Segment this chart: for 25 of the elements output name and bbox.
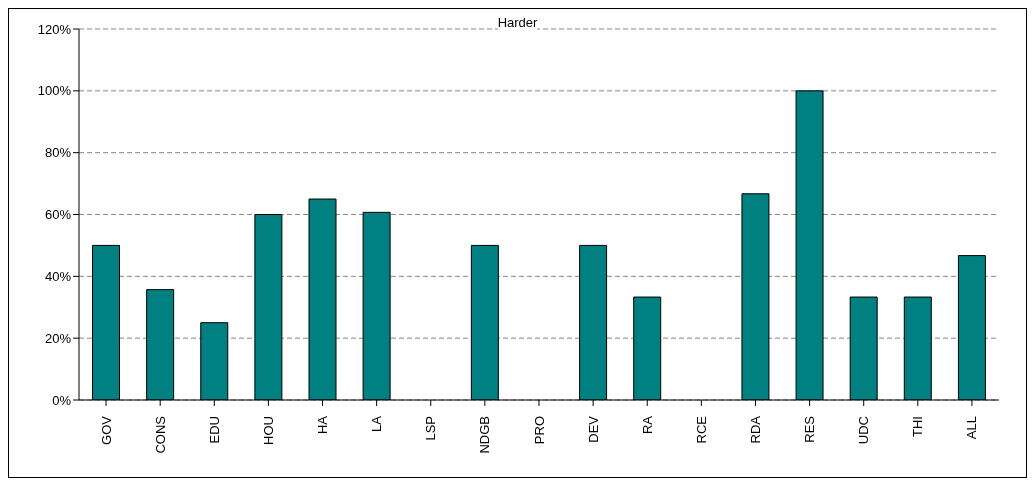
x-tick-label: RA (639, 415, 655, 435)
x-tick-label: GOV (98, 415, 114, 445)
x-tick-label: HA (315, 415, 331, 435)
y-tick-label: 100% (37, 83, 72, 99)
x-tick-label: UDC (856, 416, 872, 445)
x-tick-label: ALL (964, 416, 980, 440)
x-tick-label: PRO (531, 416, 547, 445)
y-tick-label: 120% (37, 21, 72, 37)
x-tick-label: HOU (260, 416, 276, 445)
x-tick-label: DEV (585, 415, 601, 443)
x-tick-label: RCE (693, 415, 709, 444)
x-tick-label: NDGB (477, 416, 493, 454)
x-tick-label: LSP (423, 416, 439, 441)
y-tick-label: 80% (44, 145, 72, 161)
y-tick-label: 20% (44, 330, 72, 346)
y-tick-label: 60% (44, 207, 72, 223)
x-tick-label: RDA (747, 415, 763, 444)
y-tick-label: 0% (52, 392, 72, 408)
x-tick-label: THI (910, 416, 926, 437)
y-tick-label: 40% (44, 268, 72, 284)
chart-title: Harder (497, 15, 538, 30)
x-tick-label: EDU (206, 416, 222, 444)
x-tick-label: LA (369, 415, 385, 432)
x-tick-label: CONS (152, 415, 168, 454)
x-tick-label: RES (802, 415, 818, 443)
